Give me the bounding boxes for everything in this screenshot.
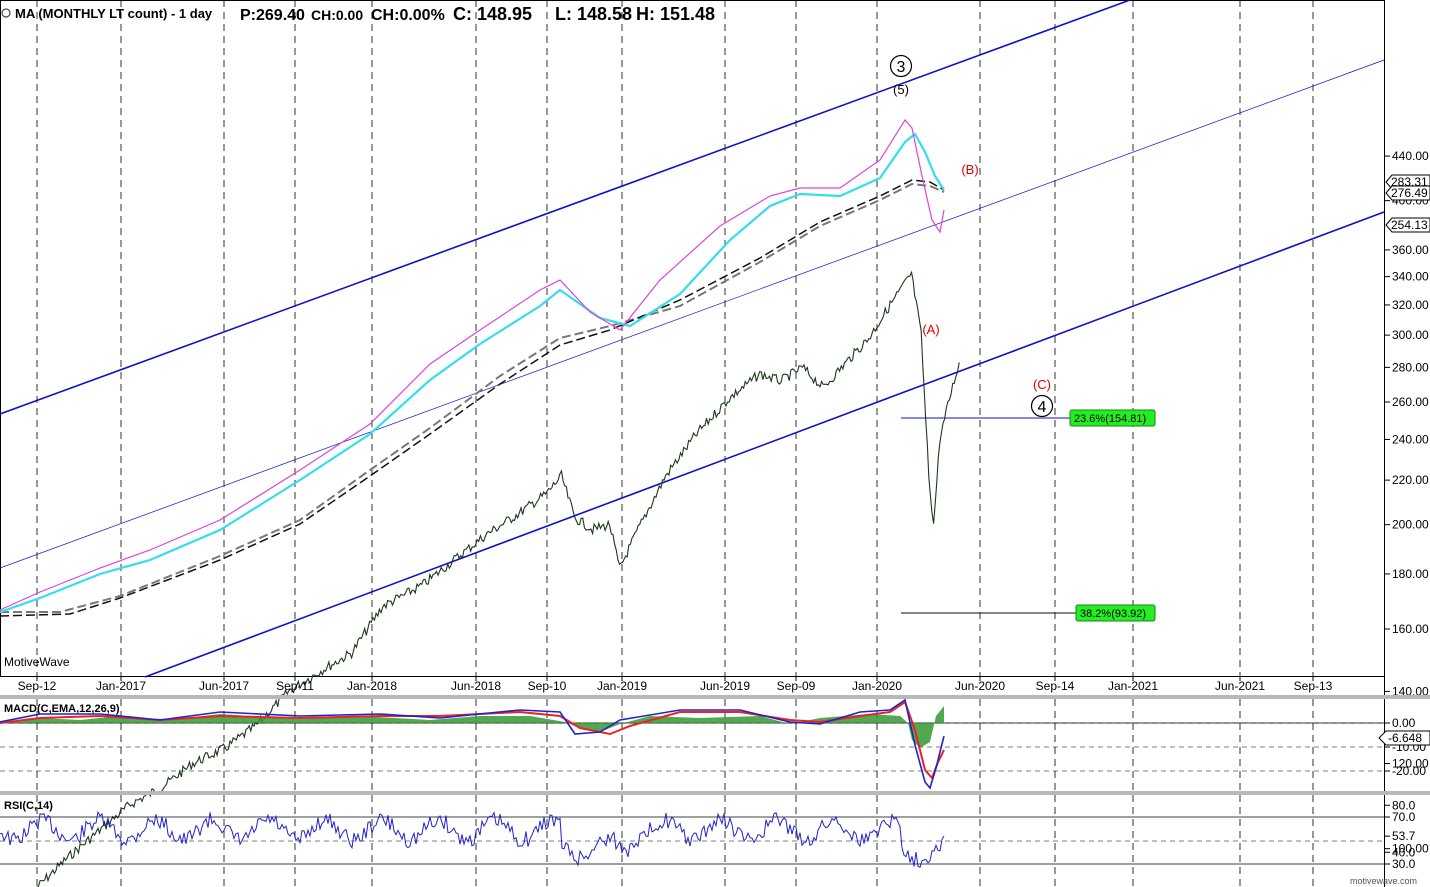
header-high: H: 151.48	[636, 4, 715, 24]
time-tick-label: Jun-2017	[199, 679, 249, 693]
watermark: MotiveWave	[4, 655, 70, 669]
macd-title: MACD(C,EMA,12,26,9)	[4, 703, 120, 715]
wave-a-label: (A)	[922, 322, 939, 337]
rsi-line	[0, 810, 945, 869]
time-tick-label: Jun-2021	[1215, 679, 1265, 693]
rsi-tick-label: 30.0	[1392, 857, 1416, 871]
time-tick-label: Sep-13	[1294, 679, 1333, 693]
price-tick-label: 180.00	[1392, 567, 1429, 581]
ma-black-dashed	[0, 179, 945, 617]
time-axis: Sep-12 Jan-2017 Jun-2017 Sep-11 Jan-2018 Jun-…	[18, 676, 1333, 693]
wave-5-label: (5)	[893, 82, 909, 97]
time-tick-label: Jun-2018	[451, 679, 501, 693]
time-tick-label: Sep-09	[777, 679, 816, 693]
chart-header: MA (MONTHLY LT count) - 1 day P:269.40 C…	[1, 4, 715, 24]
rsi-panel: RSI(C,14) 80.070.0 53.7 40.030.0	[0, 798, 1416, 871]
panel-separator-2	[0, 791, 1430, 795]
macd-signal-line	[0, 700, 945, 780]
fib-236-label: 23.6%(154.81)	[1074, 413, 1146, 425]
macd-current-tag	[1378, 730, 1430, 746]
price-series-line	[36, 270, 960, 887]
header-change: CH:0.00	[311, 7, 363, 23]
price-tick-label: 160.00	[1392, 622, 1429, 636]
ma-pink	[0, 118, 945, 611]
channel-lower-line	[144, 211, 1385, 678]
price-tick-label: 100.00	[1392, 842, 1429, 856]
wave-b-label: (B)	[961, 162, 978, 177]
macd-gridlines	[0, 722, 1384, 772]
trend-channel	[0, 0, 1385, 678]
rsi-tick-label: 80.0	[1392, 798, 1416, 812]
time-tick-label: Jan-2021	[1108, 679, 1158, 693]
time-tick-label: Sep-10	[528, 679, 567, 693]
panel-separator-1	[0, 695, 1430, 699]
price-tick-label: 280.00	[1392, 360, 1429, 374]
time-tick-label: Jan-2019	[597, 679, 647, 693]
header-price: P:269.40	[240, 7, 305, 24]
rsi-tick-label: 70.0	[1392, 810, 1416, 824]
fib-236-box	[1069, 409, 1156, 427]
macd-histogram-area	[0, 706, 944, 748]
price-tag-254	[1385, 217, 1430, 233]
price-tick-label: 200.00	[1392, 518, 1429, 532]
wave-circle-3-label: 3	[897, 59, 906, 76]
macd-tick-label: -20.00	[1392, 764, 1426, 778]
source-credit: motivewave.com	[1350, 876, 1417, 886]
rsi-title: RSI(C,14)	[4, 800, 53, 812]
price-tick-label: 320.00	[1392, 298, 1429, 312]
channel-middle-line	[0, 59, 1385, 569]
price-tick-label: 240.00	[1392, 432, 1429, 446]
header-close: C: 148.95	[453, 4, 532, 24]
price-tick-label: 220.00	[1392, 473, 1429, 487]
price-tag-276	[1385, 185, 1430, 201]
time-tick-label: Jan-2018	[347, 679, 397, 693]
price-tag-276-text: 276.49	[1391, 186, 1428, 200]
wave-circle-4-label: 4	[1038, 399, 1047, 416]
rsi-axis: 80.070.0 53.7 40.030.0	[1384, 798, 1416, 871]
macd-axis: 0.00-10.00-20.00	[1384, 716, 1426, 778]
channel-upper-line	[0, 0, 1131, 415]
rsi-tick-label: 53.7	[1392, 829, 1416, 843]
time-tick-label: Jun-2019	[700, 679, 750, 693]
time-tick-label: Sep-11	[276, 679, 314, 693]
price-tick-label: 120.00	[1392, 756, 1429, 770]
macd-line	[0, 698, 945, 790]
price-tags: 283.31 276.49 254.13	[1385, 174, 1430, 233]
macd-panel: MACD(C,EMA,12,26,9) 0.00-10.00-20.00 -6.…	[0, 698, 1430, 790]
fib-382-box	[1075, 604, 1156, 622]
time-tick-label: Jan-2017	[96, 679, 146, 693]
price-tag-254-text: 254.13	[1391, 218, 1428, 232]
price-tick-label: 260.00	[1392, 395, 1429, 409]
macd-tick-label: 0.00	[1392, 716, 1416, 730]
time-gridlines	[36, 0, 1314, 887]
time-tick-label: Sep-12	[18, 679, 57, 693]
time-tick-label: Jun-2020	[955, 679, 1005, 693]
moving-averages	[0, 118, 945, 617]
price-tick-label: 440.00	[1392, 149, 1429, 163]
price-tick-label: 140.00	[1392, 684, 1429, 698]
wave-c-label: (C)	[1033, 377, 1051, 392]
wave-circle-4-ring	[1030, 394, 1054, 418]
macd-current-text: -6.648	[1388, 731, 1422, 745]
price-tick-label: 300.00	[1392, 328, 1429, 342]
price-tick-label: 340.00	[1392, 270, 1429, 284]
header-change-pct: CH:0.00%	[371, 7, 445, 24]
time-tick-label: Sep-14	[1036, 679, 1075, 693]
link-icon[interactable]	[1, 8, 11, 18]
price-tick-label: 360.00	[1392, 243, 1429, 257]
fib-382-label: 38.2%(93.92)	[1080, 608, 1146, 620]
symbol-title: MA (MONTHLY LT count) - 1 day	[15, 6, 213, 21]
wave-circle-3-ring	[889, 54, 913, 78]
header-low: L: 148.58	[555, 4, 632, 24]
time-tick-label: Jan-2020	[852, 679, 902, 693]
ma-cyan	[0, 132, 945, 614]
rsi-tick-label: 40.0	[1392, 845, 1416, 859]
